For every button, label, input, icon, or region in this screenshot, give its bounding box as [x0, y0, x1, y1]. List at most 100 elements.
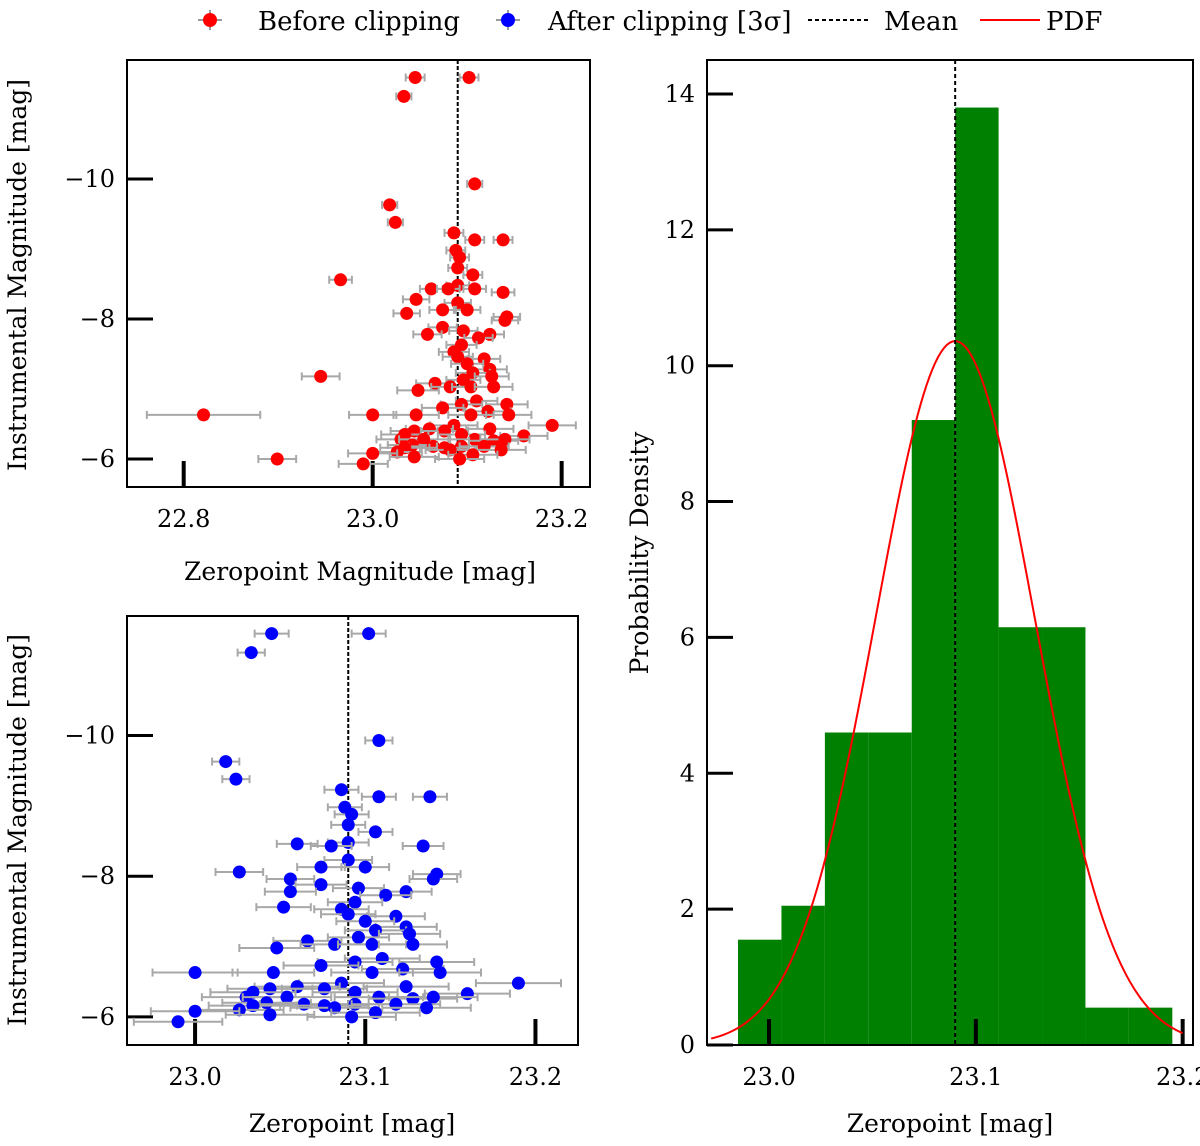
y-tick-label: −10	[64, 722, 115, 750]
point-marker	[229, 772, 243, 786]
point-marker	[341, 835, 355, 849]
point-marker	[470, 394, 484, 408]
point-marker	[265, 627, 279, 641]
point-marker	[358, 860, 372, 874]
axes-frame	[706, 59, 1194, 1046]
point-marker	[297, 997, 311, 1011]
data-point	[386, 215, 404, 229]
data-point	[392, 306, 421, 320]
data-point	[447, 408, 495, 422]
point-marker	[403, 927, 417, 941]
point-marker	[270, 452, 284, 466]
data-point	[447, 261, 469, 275]
scatter-before-clipping: 22.8 23.0 23.2 −10 −8 −6	[64, 59, 591, 533]
data-point	[381, 198, 399, 212]
x-tick-label: 23.2	[509, 1063, 562, 1091]
data-point	[450, 357, 485, 371]
data-point	[452, 303, 482, 317]
data-point	[392, 408, 440, 422]
data-point	[434, 452, 486, 466]
data-point	[263, 885, 317, 899]
point-marker	[341, 818, 355, 832]
x-tick-label: 23.1	[949, 1063, 1002, 1091]
point-marker	[290, 980, 304, 994]
data-point	[448, 324, 479, 338]
point-marker	[372, 790, 386, 804]
data-point	[462, 268, 484, 282]
data-point	[211, 755, 241, 769]
point-marker	[496, 233, 510, 247]
point-marker	[280, 990, 294, 1004]
point-marker	[453, 250, 467, 264]
point-marker	[362, 627, 376, 641]
point-marker	[368, 923, 382, 937]
data-point	[388, 450, 440, 464]
point-marker	[290, 837, 304, 851]
point-marker	[372, 990, 386, 1004]
point-marker	[436, 320, 450, 334]
data-point	[296, 860, 346, 874]
point-marker	[468, 282, 482, 296]
data-point	[398, 966, 482, 980]
data-point	[362, 980, 450, 994]
point-marker	[383, 198, 397, 212]
point-marker	[345, 1010, 359, 1024]
data-point	[132, 1015, 224, 1029]
point-marker	[283, 885, 297, 899]
point-marker	[462, 71, 476, 84]
point-marker	[283, 872, 297, 886]
data-point	[145, 408, 262, 422]
histogram-bar	[824, 732, 869, 1045]
data-point	[445, 243, 467, 257]
point-marker	[400, 306, 414, 320]
data-point	[449, 250, 471, 264]
point-marker	[443, 443, 457, 457]
data-point	[333, 807, 370, 821]
data-point	[367, 992, 459, 1006]
point-marker	[260, 996, 274, 1010]
data-point	[309, 839, 353, 853]
point-marker	[375, 951, 389, 965]
data-point	[364, 733, 394, 747]
data-point	[326, 930, 391, 944]
legend-pdf-label: PDF	[1046, 7, 1102, 37]
point-marker	[314, 369, 328, 383]
data-point	[435, 282, 461, 296]
point-marker	[424, 282, 438, 296]
data-point	[424, 443, 476, 457]
point-marker	[366, 446, 380, 460]
point-marker	[411, 383, 425, 397]
data-point	[360, 790, 397, 804]
data-point	[348, 408, 398, 422]
data-point	[377, 927, 442, 941]
data-point	[412, 327, 443, 341]
point-marker	[351, 881, 365, 895]
point-marker	[266, 966, 280, 980]
data-point	[398, 955, 476, 969]
point-marker	[468, 432, 482, 446]
y-tick-label: 6	[680, 623, 695, 651]
histogram-bar	[955, 107, 999, 1045]
histogram-bar	[781, 905, 825, 1045]
point-marker	[277, 900, 291, 914]
point-marker	[389, 997, 403, 1011]
point-marker	[460, 987, 474, 1001]
point-marker	[397, 89, 411, 103]
y-tick-label: −6	[80, 445, 115, 473]
data-point	[151, 966, 239, 980]
point-marker	[406, 992, 420, 1006]
point-marker	[314, 959, 328, 973]
point-marker	[464, 408, 478, 422]
x-tick-label: 23.0	[742, 1063, 795, 1091]
point-marker	[487, 380, 501, 394]
point-marker	[334, 783, 348, 797]
point-marker	[483, 422, 497, 436]
data-point	[479, 432, 531, 446]
point-marker	[348, 985, 362, 999]
point-marker	[356, 457, 370, 471]
point-marker	[197, 408, 211, 422]
histogram-bar	[911, 420, 956, 1045]
histogram-bar	[1128, 1007, 1173, 1045]
data-point	[331, 881, 385, 895]
point-marker	[498, 313, 512, 327]
